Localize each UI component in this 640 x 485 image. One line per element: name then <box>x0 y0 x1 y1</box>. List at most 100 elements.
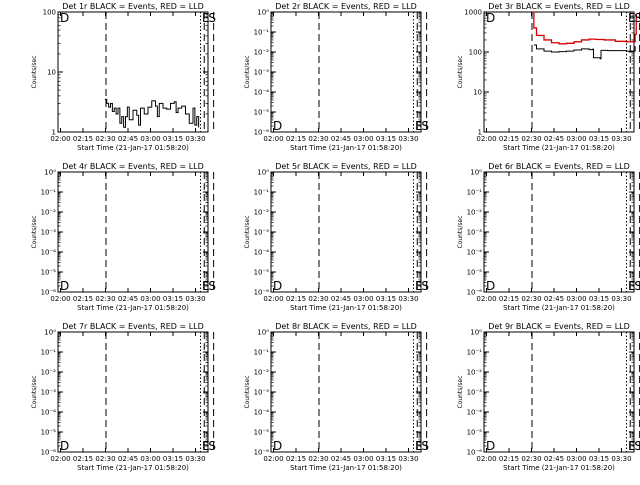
x-tick-label: 02:00 <box>50 135 70 143</box>
x-tick-label: 02:30 <box>308 295 328 303</box>
y-tick-label: 1 <box>52 129 56 137</box>
x-tick-label: 02:45 <box>544 135 564 143</box>
y-tick-label: 10⁻² <box>467 369 483 377</box>
y-axis-label: Counts/sec <box>244 55 251 88</box>
panel-4: Det 4r BLACK = Events, RED = LLD 02:00 02:… <box>31 162 216 312</box>
y-tick-label: 10⁻¹ <box>254 29 270 37</box>
x-tick-label: 02:00 <box>476 295 496 303</box>
y-tick-label: 1 <box>478 129 482 137</box>
y-tick-label: 10⁻³ <box>467 229 483 237</box>
event-marker: S <box>421 279 429 293</box>
x-tick-label: 03:00 <box>566 295 586 303</box>
x-axis-label: Start Time (21-Jan-17 01:58:20) <box>77 304 189 312</box>
event-marker: E <box>202 279 210 293</box>
plot-frame <box>483 331 635 453</box>
x-tick-label: 02:00 <box>476 455 496 463</box>
plot-frame <box>57 171 209 293</box>
event-marker: E <box>202 11 210 25</box>
event-marker: D <box>273 119 282 133</box>
event-marker: E <box>415 439 423 453</box>
x-tick-label: 03:30 <box>398 455 418 463</box>
x-tick-label: 02:30 <box>95 135 115 143</box>
x-axis-label: Start Time (21-Jan-17 01:58:20) <box>77 464 189 472</box>
event-marker: D <box>60 11 69 25</box>
x-axis-label: Start Time (21-Jan-17 01:58:20) <box>503 464 615 472</box>
y-tick-label: 10⁻¹ <box>254 349 270 357</box>
y-axis-label: Counts/sec <box>457 215 464 248</box>
x-tick-label: 03:30 <box>185 455 205 463</box>
x-tick-label: 02:30 <box>521 455 541 463</box>
data-series-line <box>532 11 637 45</box>
x-tick-label: 03:00 <box>353 455 373 463</box>
plot-frame <box>483 171 635 293</box>
y-tick-label: 10⁻⁵ <box>254 269 270 277</box>
y-tick-label: 10 <box>47 69 56 77</box>
event-marker: E <box>628 439 636 453</box>
plot-frame <box>57 331 209 453</box>
x-axis-label: Start Time (21-Jan-17 01:58:20) <box>290 304 402 312</box>
data-series-line <box>104 98 200 128</box>
y-tick-label: 10⁻⁴ <box>254 409 270 417</box>
y-tick-label: 10⁻⁵ <box>41 429 57 437</box>
event-marker: S <box>208 279 216 293</box>
x-tick-label: 02:30 <box>95 295 115 303</box>
x-tick-label: 03:15 <box>163 135 183 143</box>
x-tick-label: 03:15 <box>589 455 609 463</box>
panel-title: Det 4r BLACK = Events, RED = LLD <box>62 162 204 171</box>
data-series-line <box>533 44 636 60</box>
x-tick-label: 02:00 <box>50 295 70 303</box>
event-marker: D <box>486 279 495 293</box>
x-tick-label: 02:15 <box>286 455 306 463</box>
y-tick-label: 10 <box>473 89 482 97</box>
x-tick-label: 03:15 <box>163 455 183 463</box>
x-tick-label: 02:30 <box>308 455 328 463</box>
plot-frame <box>483 11 635 133</box>
x-tick-label: 03:00 <box>353 295 373 303</box>
y-tick-label: 10⁻³ <box>467 389 483 397</box>
panel-title: Det 9r BLACK = Events, RED = LLD <box>488 322 630 331</box>
x-tick-label: 03:00 <box>140 455 160 463</box>
x-tick-label: 03:15 <box>376 295 396 303</box>
y-tick-label: 10⁻² <box>41 209 57 217</box>
event-marker: E <box>415 119 423 133</box>
x-tick-label: 03:00 <box>140 295 160 303</box>
event-marker: D <box>273 439 282 453</box>
x-tick-label: 03:00 <box>566 455 586 463</box>
event-marker: S <box>208 11 216 25</box>
y-tick-label: 10⁻⁴ <box>254 89 270 97</box>
y-tick-label: 10⁻² <box>254 369 270 377</box>
plot-frame <box>270 171 422 293</box>
x-tick-label: 02:30 <box>95 455 115 463</box>
x-tick-label: 03:00 <box>353 135 373 143</box>
y-axis-label: Counts/sec <box>244 215 251 248</box>
event-marker: E <box>202 439 210 453</box>
x-tick-label: 02:45 <box>544 455 564 463</box>
x-tick-label: 02:45 <box>118 295 138 303</box>
event-marker: E <box>415 279 423 293</box>
y-tick-label: 10⁻⁴ <box>41 409 57 417</box>
plot-frame <box>270 11 422 133</box>
x-tick-label: 03:15 <box>589 295 609 303</box>
event-marker: D <box>486 439 495 453</box>
event-marker: S <box>634 11 640 25</box>
y-tick-label: 100 <box>469 49 482 57</box>
y-tick-label: 10⁻² <box>467 209 483 217</box>
panel-9: Det 9r BLACK = Events, RED = LLD 02:00 02:… <box>457 322 640 472</box>
x-tick-label: 03:15 <box>376 455 396 463</box>
event-marker: D <box>486 11 495 25</box>
event-marker: E <box>628 279 636 293</box>
y-tick-label: 10⁻¹ <box>467 349 483 357</box>
y-tick-label: 10⁻⁵ <box>254 429 270 437</box>
y-tick-label: 10⁻⁵ <box>254 109 270 117</box>
x-tick-label: 02:45 <box>118 135 138 143</box>
x-tick-label: 02:45 <box>118 455 138 463</box>
x-tick-label: 03:30 <box>611 455 631 463</box>
y-tick-label: 10⁻⁶ <box>467 449 483 457</box>
y-tick-label: 10⁻⁶ <box>254 129 270 137</box>
y-tick-label: 10⁻⁵ <box>41 269 57 277</box>
event-marker: D <box>273 279 282 293</box>
y-tick-label: 10⁻³ <box>41 389 57 397</box>
x-tick-label: 02:00 <box>476 135 496 143</box>
